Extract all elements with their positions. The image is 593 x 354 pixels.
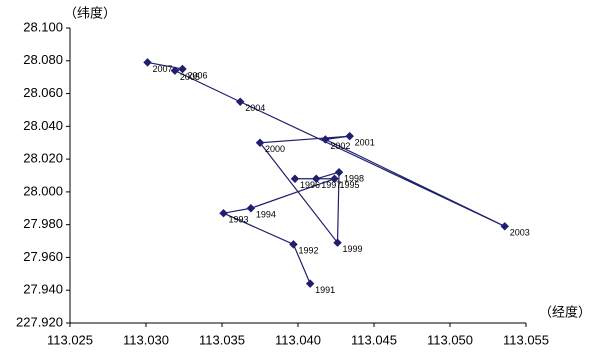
y-tick-label: 28.060 (23, 85, 63, 100)
point-label: 1995 (339, 180, 359, 190)
y-tick-label: 28.100 (23, 19, 63, 34)
point (178, 64, 187, 74)
y-tick-label: 227.920 (16, 314, 63, 329)
x-tick-label: 113.025 (47, 332, 93, 347)
y-tick-label: 28.020 (23, 151, 63, 166)
point-label: 1992 (298, 246, 318, 256)
point (246, 204, 256, 213)
x-tick-label: 113.035 (199, 332, 245, 347)
point (143, 58, 152, 67)
y-axis-title: （纬度） (64, 5, 116, 20)
point-label: 2004 (245, 103, 265, 113)
point-label: 1991 (315, 285, 335, 295)
point-label: 2003 (510, 228, 530, 238)
series-line (147, 61, 505, 284)
x-tick-label: 113.045 (351, 332, 397, 347)
y-tick-label: 27.940 (23, 282, 63, 297)
point-label: 1999 (343, 244, 363, 254)
x-tick-label: 113.050 (427, 332, 473, 347)
x-axis-title: （经度） (539, 304, 591, 319)
point-label: 2005 (180, 72, 200, 82)
point (311, 174, 321, 184)
point (289, 240, 298, 249)
point-label: 1994 (256, 210, 276, 220)
point (500, 222, 509, 231)
point-label: 2007 (153, 64, 173, 74)
y-tick-label: 27.980 (23, 216, 63, 231)
point (330, 174, 339, 184)
point (219, 208, 228, 218)
y-tick-label: 28.040 (23, 118, 63, 133)
point (333, 238, 342, 247)
point-label: 1993 (229, 215, 249, 225)
point-label: 1998 (344, 174, 364, 184)
point-label: 2000 (265, 144, 285, 154)
point (305, 279, 315, 288)
point (290, 174, 300, 184)
x-tick-label: 113.055 (503, 332, 549, 347)
point (255, 138, 265, 147)
point-label: 1996 (300, 180, 320, 190)
point-label: 2001 (355, 138, 375, 148)
point-label: 2006 (187, 70, 207, 80)
y-tick-label: 28.080 (23, 52, 63, 67)
y-tick-label: 28.000 (23, 183, 63, 198)
point (345, 131, 354, 141)
point (334, 167, 344, 177)
point (170, 66, 180, 75)
point-label: 2002 (330, 141, 350, 151)
x-tick-label: 113.030 (123, 332, 169, 347)
x-tick-label: 113.040 (275, 332, 321, 347)
point (235, 97, 245, 106)
y-tick-label: 27.960 (23, 249, 63, 264)
point (321, 135, 330, 144)
point-label: 1997 (321, 180, 341, 190)
